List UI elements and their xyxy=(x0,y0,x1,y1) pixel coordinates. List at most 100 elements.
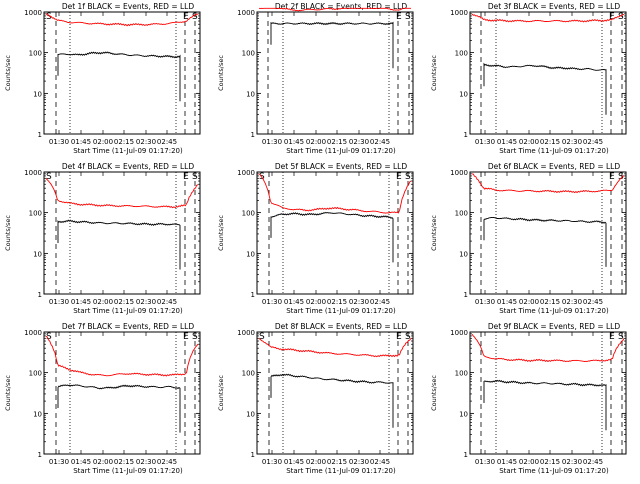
chart-panel-4: Det 4f BLACK = Events, RED = LLD 1 10 100 10… xyxy=(0,160,213,320)
y-tick-label: 1 xyxy=(251,131,255,139)
x-tick-label: 01:30 xyxy=(475,458,495,466)
y-axis-label: Counts/sec xyxy=(430,215,438,251)
events-series-line xyxy=(483,62,607,115)
events-series-line xyxy=(270,211,394,263)
y-tick-label: 1 xyxy=(38,451,42,459)
x-tick-label: 02:45 xyxy=(370,458,390,466)
y-axis-label: Counts/sec xyxy=(430,375,438,411)
x-tick-label: 01:45 xyxy=(284,458,304,466)
segment-marker: E xyxy=(396,12,402,22)
chart-title: Det 1f BLACK = Events, RED = LLD xyxy=(62,2,195,11)
x-tick-label: 01:45 xyxy=(71,138,91,146)
x-axis-label: Start Time (11-Jul-09 01:17:20) xyxy=(499,307,609,315)
x-axis-label: Start Time (11-Jul-09 01:17:20) xyxy=(499,467,609,475)
chart-svg: Det 5f BLACK = Events, RED = LLD 1 10 100 10… xyxy=(217,162,414,315)
x-tick-label: 01:45 xyxy=(284,138,304,146)
x-tick-label: 02:00 xyxy=(93,138,113,146)
y-tick-label: 1000 xyxy=(450,9,468,17)
chart-title: Det 4f BLACK = Events, RED = LLD xyxy=(62,162,195,171)
chart-svg: Det 2f BLACK = Events, RED = LLD 1 10 100 10… xyxy=(217,2,414,155)
x-tick-label: 02:00 xyxy=(93,298,113,306)
x-tick-label: 02:00 xyxy=(519,298,539,306)
x-tick-label: 02:45 xyxy=(157,298,177,306)
y-tick-label: 10 xyxy=(33,410,42,418)
x-tick-label: 02:15 xyxy=(327,298,347,306)
x-tick-label: 01:30 xyxy=(475,298,495,306)
y-tick-label: 1000 xyxy=(237,169,255,177)
y-tick-label: 1 xyxy=(38,291,42,299)
y-axis-label: Counts/sec xyxy=(4,215,12,251)
segment-marker: S xyxy=(192,12,198,22)
x-tick-label: 01:30 xyxy=(262,138,282,146)
x-tick-label: 02:30 xyxy=(136,458,156,466)
y-tick-label: 10 xyxy=(246,410,255,418)
x-tick-label: 02:15 xyxy=(327,458,347,466)
x-tick-label: 02:15 xyxy=(540,298,560,306)
segment-marker: S xyxy=(405,12,411,22)
x-tick-label: 02:30 xyxy=(349,298,369,306)
y-tick-label: 1000 xyxy=(24,9,42,17)
y-tick-label: 10 xyxy=(33,250,42,258)
x-axis-label: Start Time (11-Jul-09 01:17:20) xyxy=(73,307,183,315)
y-axis-label: Counts/sec xyxy=(430,55,438,91)
x-tick-label: 02:00 xyxy=(93,458,113,466)
x-tick-label: 02:00 xyxy=(519,458,539,466)
chart-panel-5: Det 5f BLACK = Events, RED = LLD 1 10 100 10… xyxy=(213,160,426,320)
y-axis-label: Counts/sec xyxy=(4,55,12,91)
chart-svg: Det 4f BLACK = Events, RED = LLD 1 10 100 10… xyxy=(4,162,201,315)
x-tick-label: 02:00 xyxy=(306,298,326,306)
x-tick-label: 02:45 xyxy=(157,458,177,466)
x-tick-label: 02:15 xyxy=(114,458,134,466)
y-tick-label: 100 xyxy=(242,50,255,58)
segment-marker: S xyxy=(46,12,52,22)
events-series-line xyxy=(57,51,181,102)
y-tick-label: 100 xyxy=(29,370,42,378)
segment-marker: S xyxy=(618,172,624,182)
y-tick-label: 1000 xyxy=(450,329,468,337)
x-tick-label: 02:15 xyxy=(540,458,560,466)
lld-series-line xyxy=(471,13,624,23)
y-tick-label: 100 xyxy=(29,210,42,218)
x-tick-label: 01:45 xyxy=(497,298,517,306)
chart-svg: Det 3f BLACK = Events, RED = LLD 1 10 100 10… xyxy=(430,2,627,155)
x-tick-label: 01:30 xyxy=(49,458,69,466)
y-tick-label: 100 xyxy=(455,50,468,58)
x-tick-label: 01:45 xyxy=(284,298,304,306)
chart-svg: Det 7f BLACK = Events, RED = LLD 1 10 100 10… xyxy=(4,322,201,475)
x-tick-label: 02:15 xyxy=(114,298,134,306)
lld-series-line xyxy=(258,173,412,214)
segment-marker: S xyxy=(405,172,411,182)
y-tick-label: 1 xyxy=(251,291,255,299)
segment-marker: E xyxy=(609,332,615,342)
events-series-line xyxy=(57,219,181,270)
x-tick-label: 02:30 xyxy=(562,458,582,466)
y-tick-label: 100 xyxy=(242,210,255,218)
x-axis-label: Start Time (11-Jul-09 01:17:20) xyxy=(73,467,183,475)
x-tick-label: 01:45 xyxy=(497,138,517,146)
chart-svg: Det 6f BLACK = Events, RED = LLD 1 10 100 10… xyxy=(430,162,627,315)
events-series-line xyxy=(57,384,181,433)
plot-frame xyxy=(43,171,201,295)
plot-frame xyxy=(256,171,414,295)
y-axis-label: Counts/sec xyxy=(217,375,225,411)
y-tick-label: 1000 xyxy=(24,329,42,337)
x-tick-label: 01:30 xyxy=(475,138,495,146)
y-tick-label: 1 xyxy=(464,291,468,299)
chart-panel-9: Det 9f BLACK = Events, RED = LLD 1 10 100 10… xyxy=(426,320,639,480)
x-tick-label: 02:00 xyxy=(306,138,326,146)
segment-marker: S xyxy=(618,12,624,22)
chart-svg: Det 8f BLACK = Events, RED = LLD 1 10 100 10… xyxy=(217,322,414,475)
x-tick-label: 02:30 xyxy=(136,298,156,306)
lld-series-line xyxy=(258,338,412,358)
segment-marker: E xyxy=(183,172,189,182)
y-tick-label: 1 xyxy=(38,131,42,139)
segment-marker: S xyxy=(46,172,52,182)
y-tick-label: 1000 xyxy=(237,9,255,17)
y-axis-label: Counts/sec xyxy=(217,55,225,91)
segment-marker: S xyxy=(259,332,265,342)
chart-svg: Det 1f BLACK = Events, RED = LLD 1 10 100 10… xyxy=(4,2,201,155)
x-tick-label: 02:45 xyxy=(157,138,177,146)
y-tick-label: 1000 xyxy=(24,169,42,177)
x-tick-label: 02:00 xyxy=(306,458,326,466)
y-tick-label: 1 xyxy=(464,451,468,459)
